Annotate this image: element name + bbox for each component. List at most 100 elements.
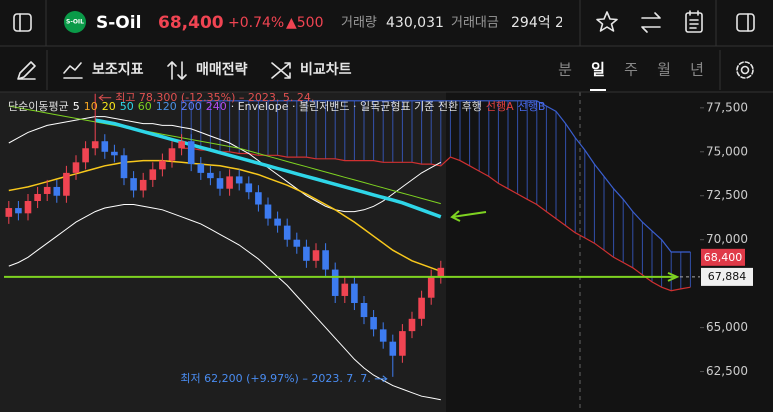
draw-icon[interactable] [17,61,36,80]
period-tab[interactable]: 년 [690,61,704,79]
favorite-icon[interactable] [596,11,618,32]
legend-item: 120 [156,100,177,113]
candle-body [408,318,416,332]
candle-body [293,239,301,247]
swap-icon[interactable] [641,12,661,33]
change: ▲500 [286,15,324,31]
candle-body [216,178,224,189]
amount: 294억 2 [511,15,564,31]
candle-body [149,169,157,180]
header-bg [0,0,773,46]
compare-icon[interactable] [271,62,291,79]
memo-icon[interactable] [685,10,703,33]
candle-body [255,192,262,205]
legend-item: 선행A [486,100,514,113]
plot: 77,500 75,000 72,500 70,000 65,000 62,500 최고 7… [4,91,773,412]
last-price-box [701,248,745,266]
legend-item: 10 [84,100,98,113]
period-tab[interactable]: 분 [558,61,572,79]
toolbar-item[interactable]: 비교차트 [300,62,352,78]
annotation: 최고 78,300 (-12.35%) – 2023. 5. 24. [115,91,314,104]
candle-body [178,141,185,149]
candle-body [207,172,214,179]
indicator-line [8,204,441,401]
candle-body [303,246,310,261]
toolbar-bg [0,47,773,92]
candle-body [43,186,51,194]
period-tab[interactable]: 주 [624,61,638,79]
candle-body [15,208,22,214]
last-price-label: 68,400 [704,251,743,264]
y-tick-label: 77,500 [706,100,748,114]
candle-body [139,179,147,191]
candle-body [197,164,205,173]
reference-box [701,267,753,286]
candle-body [159,160,166,170]
legend-item: 5 [73,100,80,113]
candle-body [226,176,233,189]
legend-item: 200 [181,100,202,113]
y-tick-label: 62,500 [706,364,748,378]
settings-icon[interactable] [736,61,754,79]
clip [562,0,580,46]
change-pct: +0.74% [228,15,284,31]
period-tab[interactable]: 월 [657,61,671,79]
candle-body [370,317,377,330]
candle-body [101,141,109,152]
indicator-icon[interactable] [63,62,83,79]
candle-body [283,225,291,240]
legend-item: 240 [206,100,227,113]
indicator-line [94,118,442,219]
candle-body [427,276,435,298]
candle-body [82,148,89,163]
candle-body [274,218,281,226]
legend-item: 50 [120,100,134,113]
candle-body [5,208,13,217]
volume-label: 거래량 [341,16,377,31]
candle-body [245,183,253,193]
y-tick-label: 72,500 [706,188,748,202]
candle-body [34,193,41,202]
candle-body [322,250,329,270]
leading-span-b [181,100,691,253]
sidebar-toggle[interactable] [13,13,32,32]
candle-body [264,204,272,219]
logo [64,11,86,33]
candle-body [351,283,358,303]
candle-body [437,267,445,277]
candle-body [418,297,425,319]
legend: 단순이동평균 5 10 20 50 60 120 200 240 · Envelope · 볼린저… [8,99,545,113]
amount-label: 거래대금 [451,16,499,31]
legend-item: 60 [138,100,152,113]
toolbar-item[interactable]: 보조지표 [92,62,144,78]
legend-item: · Envelope · 볼린저밴드 · 일목균형표 기준 전환 후행 [231,99,482,113]
indicator-line [8,105,441,205]
stock-name: S-Oil [96,13,141,33]
strategy-icon[interactable] [167,61,187,80]
plot-history-bg [0,92,446,412]
logo-text: S-OIL [66,19,84,26]
legend-item: 단순이동평균 [8,100,69,113]
candle-body [120,155,128,179]
y-tick-label: 75,000 [706,144,748,158]
annotation-arrow [98,94,112,102]
candle-body [168,148,176,161]
candle-body [53,186,61,196]
candle-body [341,283,349,296]
legend-item: 선행B [518,100,546,113]
toolbar-item[interactable]: 매매전략 [196,61,248,78]
indicator-line [8,159,442,273]
y-tick-label: 65,000 [706,320,748,334]
reference-label: 67,884 [708,270,747,283]
volume: 430,031 [386,15,444,31]
candle-body [399,331,406,356]
panel-icon[interactable] [736,13,755,32]
candle-body [24,201,32,214]
annotation: 최저 62,200 (+9.97%) – 2023. 7. 7. [180,372,370,385]
pointer-arrow [450,210,487,222]
period-tab[interactable]: 일 [591,61,605,79]
candle-body [111,151,118,156]
annotation-arrow [374,375,388,383]
price: 68,400 [158,13,224,33]
